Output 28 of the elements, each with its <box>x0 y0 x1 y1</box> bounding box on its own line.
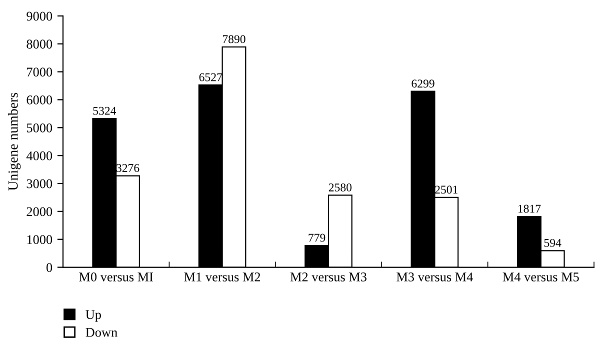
data-label: 7890 <box>222 35 246 44</box>
data-label: 6527 <box>199 73 222 82</box>
data-label: 3276 <box>116 164 140 172</box>
x-tick-label: M0 versus MI <box>79 272 154 282</box>
x-tick-label: M2 versus M3 <box>290 272 366 282</box>
y-tick-label: 7000 <box>27 68 52 76</box>
y-tick-label: 6000 <box>26 96 52 104</box>
data-label: 1817 <box>518 204 541 213</box>
y-tick-label: 9000 <box>26 12 52 21</box>
data-label: 779 <box>308 234 326 242</box>
x-tick-label: M4 versus M5 <box>502 272 579 282</box>
data-label: 2580 <box>328 183 352 192</box>
y-tick-label: 4000 <box>26 151 52 160</box>
y-tick-label: 0 <box>46 263 52 272</box>
legend-label: Up <box>86 310 101 322</box>
data-label: 2501 <box>435 186 458 194</box>
data-label: 6299 <box>412 80 434 88</box>
x-tick-label: M3 versus M4 <box>396 272 473 282</box>
y-tick-label: 2000 <box>26 207 52 216</box>
y-tick-label: 8000 <box>26 40 52 49</box>
x-tick-label: M1 versus M2 <box>184 272 260 282</box>
y-axis-title: Unigene numbers <box>8 92 21 190</box>
data-label: 594 <box>544 238 562 247</box>
y-tick-label: 3000 <box>26 179 52 188</box>
data-label: 5324 <box>93 106 116 115</box>
legend-label: Down <box>86 328 118 337</box>
y-tick-label: 1000 <box>27 235 52 244</box>
y-tick-label: 5000 <box>26 123 52 132</box>
